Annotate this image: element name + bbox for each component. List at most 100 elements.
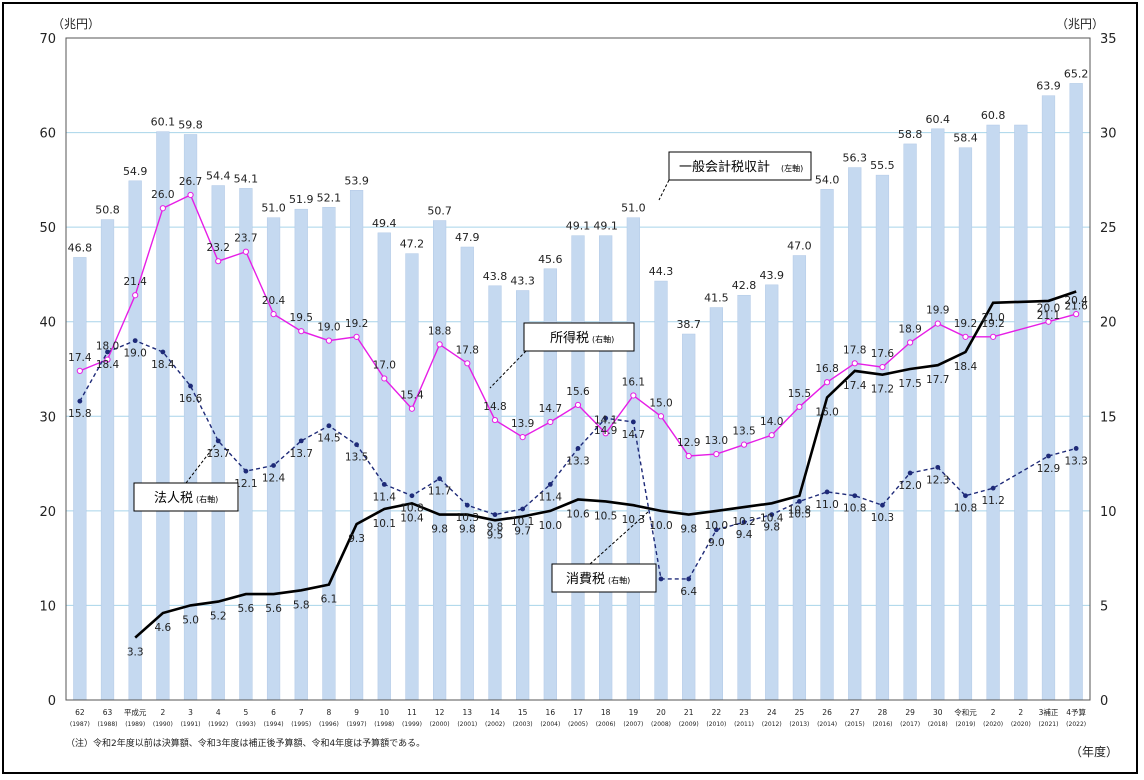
series-value-label: 11.7 (428, 486, 451, 498)
bar-value-label: 41.5 (704, 292, 729, 305)
bar-value-label: 51.0 (621, 202, 646, 215)
series-point (603, 415, 609, 421)
legend-cons-axis: (右軸) (608, 575, 630, 585)
calendar-year-label: (2016) (872, 721, 892, 728)
bar-value-label: 42.8 (732, 279, 757, 292)
calendar-year-label: (1996) (319, 721, 339, 728)
category-label: 6 (271, 708, 276, 717)
series-value-label: 9.3 (348, 533, 365, 545)
series-value-label: 15.5 (788, 388, 811, 400)
calendar-year-label: (2008) (651, 721, 671, 728)
series-point (686, 576, 692, 582)
bar-value-label: 45.6 (538, 253, 563, 266)
category-label: 26 (822, 708, 832, 717)
bar-value-label: 43.3 (510, 275, 535, 288)
calendar-year-label: (1994) (264, 721, 284, 728)
bar (322, 207, 336, 701)
calendar-year-label: (2004) (540, 721, 560, 728)
bar (958, 147, 973, 701)
bar (128, 180, 142, 701)
bar-value-label: 58.4 (953, 132, 978, 145)
series-value-label: 17.6 (871, 348, 895, 360)
series-point (298, 438, 304, 444)
series-point (630, 419, 636, 425)
series-point (963, 493, 968, 499)
calendar-year-label: (2000) (430, 721, 450, 728)
bar-value-label: 53.9 (344, 174, 369, 187)
series-point (769, 512, 775, 518)
bar (377, 232, 391, 701)
bars-layer (73, 83, 1083, 701)
bar-value-label: 49.1 (566, 220, 591, 233)
bar (737, 294, 751, 701)
series-point (491, 416, 499, 424)
series-point (1073, 446, 1079, 451)
calendar-year-label: (1991) (181, 721, 201, 728)
calendar-year-label: (2005) (568, 721, 588, 728)
calendar-year-label: (2003) (513, 721, 533, 728)
category-label: 13 (463, 708, 473, 717)
bar (266, 217, 281, 701)
series-point (658, 576, 664, 582)
legend-total-label: 一般会計税収計 (679, 159, 770, 175)
series-value-label: 9.0 (708, 537, 725, 549)
right-tick-label: 10 (1100, 505, 1117, 520)
series-point (907, 339, 914, 346)
bar (682, 333, 696, 701)
bar-value-label: 60.4 (926, 113, 951, 126)
series-point (215, 258, 222, 265)
bar (1069, 83, 1083, 701)
series-value-label: 19.2 (954, 318, 977, 330)
series-value-label: 10.4 (760, 512, 784, 524)
series-value-label: 10.3 (622, 514, 645, 526)
series-value-label: 16.8 (815, 363, 838, 375)
bar (820, 189, 834, 701)
series-point (962, 333, 969, 340)
series-value-label: 14.0 (760, 416, 783, 428)
series-point (1073, 311, 1080, 318)
series-point (575, 446, 581, 451)
right-tick-label: 30 (1100, 127, 1117, 142)
bar (239, 188, 253, 701)
legend-income: 所得税 (右軸) (489, 322, 635, 389)
series-value-label: 15.4 (400, 390, 424, 402)
series-point (298, 328, 305, 335)
right-tick-label: 5 (1100, 599, 1108, 614)
series-value-label: 10.8 (788, 505, 811, 517)
legend-income-axis: (右軸) (592, 334, 614, 344)
series-value-label: 12.3 (926, 474, 949, 486)
right-tick-label: 15 (1100, 410, 1117, 425)
bar (903, 143, 917, 701)
series-value-label: 10.5 (788, 508, 811, 520)
bar-value-label: 54.4 (206, 170, 231, 183)
category-label: 2 (160, 708, 165, 717)
series-value-label: 19.0 (317, 322, 340, 334)
series-value-label: 6.4 (680, 586, 697, 598)
right-tick-label: 25 (1100, 221, 1117, 236)
series-value-label: 14.5 (317, 433, 340, 445)
bar-value-label: 54.0 (815, 173, 840, 186)
series-value-label: 19.5 (290, 312, 313, 324)
series-point (713, 527, 719, 533)
series-point (104, 356, 111, 363)
series-value-label: 19.9 (926, 305, 949, 317)
series-point (437, 476, 443, 482)
calendar-year-label: (2006) (596, 721, 616, 728)
bar-value-label: 55.5 (870, 159, 895, 172)
calendar-year-label: (2019) (955, 721, 975, 728)
bar (709, 307, 723, 701)
series-value-label: 14.7 (622, 429, 645, 441)
series-value-label: 13.5 (345, 452, 368, 464)
series-point (547, 481, 553, 487)
calendar-year-label: (2013) (789, 721, 809, 728)
bar-value-label: 52.1 (317, 191, 342, 204)
series-point (381, 375, 388, 382)
series-value-label: 21.1 (1037, 310, 1060, 322)
bar (100, 219, 115, 701)
left-tick-label: 10 (39, 599, 56, 614)
calendar-year-label: (1995) (291, 721, 311, 728)
series-value-label: 26.7 (179, 176, 202, 188)
footnote: （注）令和2年度以前は決算額、令和3年度は補正後予算額、令和4年度は予算額である… (66, 737, 425, 749)
series-point (243, 468, 249, 474)
